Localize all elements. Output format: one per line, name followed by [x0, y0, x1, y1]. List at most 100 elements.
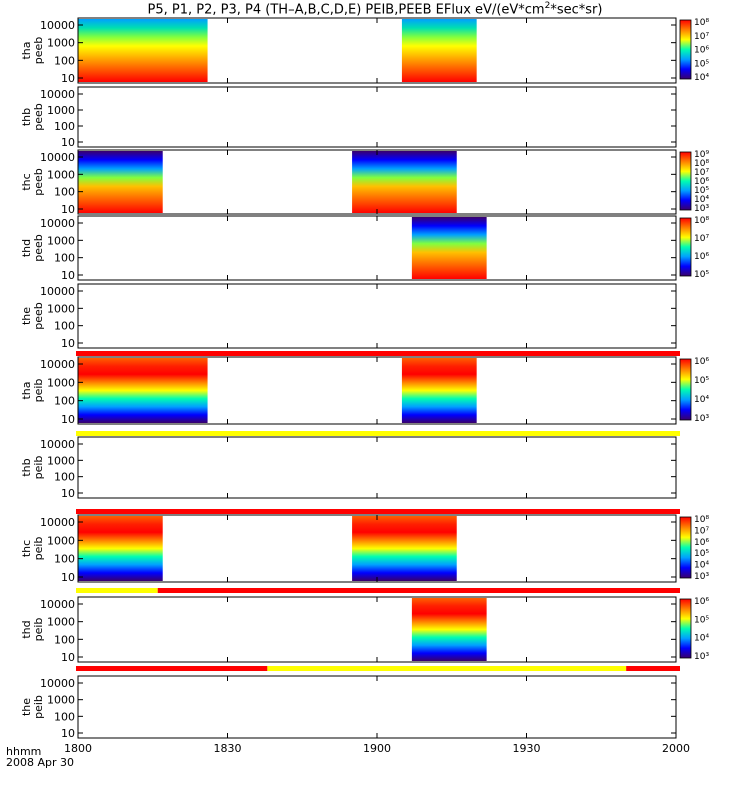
x-axis-label: hhmm	[6, 745, 42, 758]
colorbar-tick-label: 10⁵	[694, 549, 709, 559]
panel-probe-label: the	[20, 307, 33, 325]
panel-probe-label: thb	[20, 458, 33, 476]
panel-product-label: peeb	[32, 37, 45, 65]
spectrogram-block	[78, 516, 163, 581]
y-tick-label: 10	[61, 203, 75, 216]
x-tick-label: 1900	[363, 742, 391, 755]
colorbar-tick-label: 10⁶	[694, 597, 709, 607]
panel-probe-label: thc	[20, 540, 33, 557]
spectrogram-block	[352, 151, 457, 213]
panel-probe-label: tha	[20, 381, 33, 399]
mode-bar-segment	[157, 588, 680, 593]
panel-product-label: peeb	[32, 234, 45, 262]
colorbar-tick-label: 10⁹	[694, 150, 709, 160]
colorbar-tick-label: 10⁷	[694, 234, 709, 244]
colorbar-tick-label: 10⁶	[694, 46, 709, 56]
panel-frame	[77, 675, 677, 739]
y-tick-label: 10	[61, 136, 75, 149]
colorbar-tick-label: 10³	[694, 572, 709, 582]
y-tick-label: 10	[61, 72, 75, 85]
spectrogram-block	[411, 598, 487, 661]
y-tick-label: 10000	[40, 516, 75, 529]
y-tick-label: 100	[54, 633, 75, 646]
y-tick-label: 10	[61, 651, 75, 664]
y-tick-label: 1000	[47, 616, 75, 629]
y-tick-label: 10	[61, 487, 75, 500]
y-tick-label: 100	[54, 471, 75, 484]
y-tick-label: 10	[61, 337, 75, 350]
y-tick-label: 1000	[47, 376, 75, 389]
colorbar	[679, 151, 692, 211]
panel-frame	[77, 596, 677, 663]
y-tick-label: 10	[61, 571, 75, 584]
colorbar-tick-label: 10⁶	[694, 357, 709, 367]
colorbar-tick-label: 10⁴	[694, 395, 709, 405]
panel-frame	[77, 283, 677, 349]
panel-product-label: peib	[32, 537, 45, 561]
y-tick-label: 100	[54, 553, 75, 566]
panel-probe-label: thb	[20, 108, 33, 126]
spectrogram-block	[411, 217, 487, 279]
colorbar-tick-label: 10⁶	[694, 177, 709, 187]
colorbar-tick-label: 10³	[694, 414, 709, 424]
colorbar-tick-label: 10⁴	[694, 73, 709, 83]
colorbar	[679, 217, 692, 277]
spectrogram-block	[78, 151, 163, 213]
x-tick-label: 1930	[513, 742, 541, 755]
mode-bar-segment	[626, 666, 680, 671]
y-tick-label: 10000	[40, 358, 75, 371]
mode-bar-segment	[76, 588, 158, 593]
date-label: 2008 Apr 30	[6, 756, 75, 769]
x-tick-label: 1800	[64, 742, 92, 755]
y-tick-label: 1000	[47, 534, 75, 547]
y-tick-label: 1000	[47, 454, 75, 467]
y-tick-label: 100	[54, 395, 75, 408]
y-tick-label: 1000	[47, 302, 75, 315]
colorbar	[679, 598, 692, 659]
colorbar-tick-label: 10⁸	[694, 159, 709, 169]
y-tick-label: 100	[54, 120, 75, 133]
y-tick-label: 10	[61, 727, 75, 740]
mode-bar-segment	[76, 509, 680, 514]
panel-product-label: peib	[32, 456, 45, 480]
spectrogram-block	[401, 358, 477, 423]
colorbar-tick-label: 10⁴	[694, 195, 709, 205]
panel-probe-label: thc	[20, 173, 33, 190]
panel-frame	[77, 215, 677, 281]
y-tick-label: 1000	[47, 234, 75, 247]
y-tick-label: 1000	[47, 37, 75, 50]
y-tick-label: 10000	[40, 19, 75, 32]
colorbar-tick-label: 10⁷	[694, 32, 709, 42]
panel-probe-label: the	[20, 698, 33, 716]
panel-product-label: peib	[32, 618, 45, 642]
colorbar	[679, 516, 692, 579]
colorbar-tick-label: 10⁵	[694, 615, 709, 625]
panel-product-label: peeb	[32, 103, 45, 131]
colorbar-tick-label: 10⁵	[694, 59, 709, 69]
colorbar-tick-label: 10³	[694, 204, 709, 214]
y-tick-label: 1000	[47, 694, 75, 707]
x-tick-label: 1830	[214, 742, 242, 755]
colorbar-tick-label: 10⁷	[694, 526, 709, 536]
panel-product-label: peib	[32, 695, 45, 719]
colorbar-tick-label: 10⁷	[694, 168, 709, 178]
colorbar-tick-label: 10⁴	[694, 561, 709, 571]
colorbar-tick-label: 10⁵	[694, 376, 709, 386]
y-tick-label: 100	[54, 320, 75, 333]
mode-bar-segment	[76, 351, 680, 356]
colorbar	[679, 358, 692, 421]
y-tick-label: 100	[54, 710, 75, 723]
mode-bar-segment	[267, 666, 627, 671]
y-tick-label: 10000	[40, 598, 75, 611]
y-tick-label: 100	[54, 186, 75, 199]
panel-frame	[77, 86, 677, 148]
colorbar-tick-label: 10³	[694, 652, 709, 662]
spectrogram-block	[78, 19, 208, 82]
spectrogram-block	[78, 358, 208, 423]
panel-probe-label: thd	[20, 620, 33, 638]
panel-frame	[77, 436, 677, 499]
panel-product-label: peeb	[32, 302, 45, 330]
panel-product-label: peib	[32, 379, 45, 403]
y-tick-label: 1000	[47, 104, 75, 117]
